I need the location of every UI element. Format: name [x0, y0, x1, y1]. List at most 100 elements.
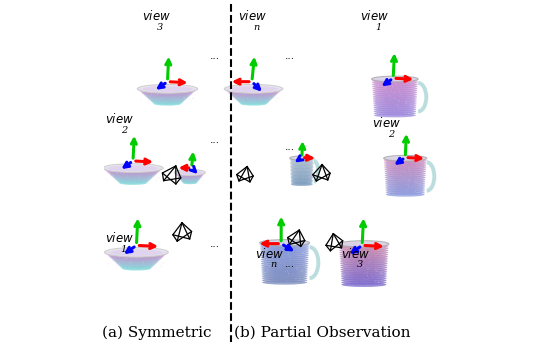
Ellipse shape: [248, 101, 250, 102]
Ellipse shape: [340, 261, 388, 265]
Ellipse shape: [368, 254, 369, 255]
Ellipse shape: [137, 87, 198, 91]
Ellipse shape: [117, 179, 149, 183]
Ellipse shape: [413, 80, 414, 81]
Ellipse shape: [120, 265, 152, 269]
Ellipse shape: [402, 108, 403, 109]
Ellipse shape: [304, 244, 305, 245]
Ellipse shape: [380, 272, 381, 273]
Ellipse shape: [259, 240, 310, 246]
Text: 1: 1: [375, 23, 382, 32]
Ellipse shape: [192, 98, 193, 99]
Ellipse shape: [339, 242, 389, 246]
Ellipse shape: [380, 86, 381, 88]
Ellipse shape: [167, 94, 168, 95]
Ellipse shape: [261, 257, 309, 262]
Ellipse shape: [224, 87, 283, 91]
Ellipse shape: [150, 99, 184, 102]
Ellipse shape: [411, 103, 412, 104]
Ellipse shape: [144, 179, 145, 180]
Ellipse shape: [157, 94, 158, 95]
Ellipse shape: [339, 241, 389, 247]
Ellipse shape: [367, 275, 368, 276]
Ellipse shape: [134, 167, 135, 168]
Ellipse shape: [290, 165, 314, 168]
Text: (b) Partial Observation: (b) Partial Observation: [234, 326, 411, 340]
Ellipse shape: [119, 181, 146, 185]
Ellipse shape: [374, 113, 416, 117]
Ellipse shape: [301, 247, 302, 248]
Ellipse shape: [378, 282, 379, 283]
Ellipse shape: [349, 247, 351, 248]
Ellipse shape: [385, 183, 425, 187]
Ellipse shape: [290, 166, 314, 169]
Ellipse shape: [148, 97, 187, 100]
Ellipse shape: [407, 100, 408, 101]
Ellipse shape: [409, 180, 410, 181]
Ellipse shape: [388, 168, 389, 169]
Ellipse shape: [106, 168, 107, 169]
Ellipse shape: [162, 262, 163, 263]
Ellipse shape: [363, 278, 364, 279]
Ellipse shape: [410, 82, 411, 83]
Ellipse shape: [238, 101, 268, 104]
Ellipse shape: [131, 253, 132, 254]
Ellipse shape: [341, 276, 387, 281]
Ellipse shape: [290, 164, 314, 166]
Ellipse shape: [419, 183, 420, 184]
Ellipse shape: [157, 91, 158, 92]
Ellipse shape: [262, 278, 307, 283]
Ellipse shape: [376, 249, 378, 250]
Ellipse shape: [301, 278, 302, 280]
Text: $\mathit{view}$: $\mathit{view}$: [360, 9, 390, 23]
Ellipse shape: [225, 88, 282, 91]
Ellipse shape: [378, 85, 379, 86]
Ellipse shape: [407, 179, 408, 180]
Ellipse shape: [405, 89, 406, 90]
Ellipse shape: [302, 270, 303, 271]
Ellipse shape: [144, 93, 190, 97]
Ellipse shape: [364, 273, 365, 274]
Ellipse shape: [274, 251, 275, 253]
Ellipse shape: [152, 172, 153, 173]
Ellipse shape: [110, 249, 163, 256]
Ellipse shape: [341, 270, 387, 274]
Ellipse shape: [187, 93, 188, 94]
Ellipse shape: [152, 263, 153, 264]
Ellipse shape: [261, 255, 309, 260]
Ellipse shape: [129, 252, 130, 253]
Ellipse shape: [142, 264, 144, 265]
Ellipse shape: [130, 265, 131, 266]
Ellipse shape: [367, 255, 368, 256]
Ellipse shape: [265, 272, 266, 273]
Ellipse shape: [262, 280, 307, 285]
Ellipse shape: [348, 268, 349, 269]
Ellipse shape: [375, 82, 376, 83]
Ellipse shape: [155, 177, 156, 178]
Ellipse shape: [149, 96, 150, 97]
Ellipse shape: [391, 84, 392, 85]
Ellipse shape: [189, 98, 190, 99]
Ellipse shape: [230, 92, 278, 95]
Ellipse shape: [270, 245, 271, 247]
Ellipse shape: [151, 100, 184, 103]
Ellipse shape: [114, 180, 115, 181]
Ellipse shape: [175, 172, 205, 174]
Ellipse shape: [340, 263, 388, 267]
Ellipse shape: [269, 281, 270, 282]
Ellipse shape: [421, 167, 422, 168]
Ellipse shape: [291, 180, 313, 183]
Ellipse shape: [365, 251, 366, 253]
Ellipse shape: [384, 103, 385, 104]
Ellipse shape: [119, 264, 153, 268]
Ellipse shape: [240, 96, 241, 97]
Ellipse shape: [148, 178, 149, 179]
Ellipse shape: [384, 155, 427, 161]
Ellipse shape: [385, 175, 426, 179]
Ellipse shape: [385, 179, 426, 183]
Ellipse shape: [397, 104, 398, 106]
Ellipse shape: [339, 250, 389, 255]
Ellipse shape: [385, 172, 426, 175]
Ellipse shape: [359, 257, 360, 259]
Ellipse shape: [115, 261, 157, 265]
